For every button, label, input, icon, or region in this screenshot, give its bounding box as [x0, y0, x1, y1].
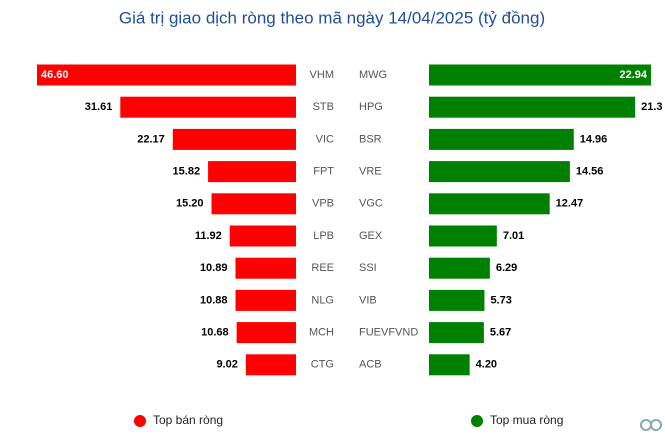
category-label: GEX: [359, 230, 383, 242]
category-label: STB: [313, 101, 334, 113]
value-label: 21.3: [641, 101, 662, 113]
bar: [211, 193, 296, 215]
bar: [429, 128, 574, 150]
bar: [245, 354, 296, 376]
legend-marker: [134, 415, 146, 427]
category-label: FPT: [313, 166, 334, 178]
value-label: 12.47: [556, 198, 584, 210]
bar: [235, 257, 296, 279]
bar: [229, 225, 296, 247]
category-label: VGC: [359, 198, 383, 210]
value-label: 15.82: [173, 166, 201, 178]
bar: [429, 96, 636, 118]
legend-label: Top mua ròng: [490, 413, 563, 427]
bar: [429, 64, 651, 86]
category-label: VPB: [312, 198, 334, 210]
category-label: SSI: [359, 262, 377, 274]
bar: [429, 289, 485, 311]
bar: [235, 289, 296, 311]
category-label: ACB: [359, 359, 382, 371]
value-label: 22.94: [619, 69, 647, 81]
bar: [236, 322, 296, 344]
value-label: 10.89: [200, 262, 228, 274]
category-label: CTG: [311, 359, 334, 371]
value-label: 4.20: [476, 359, 497, 371]
value-label: 10.88: [200, 294, 228, 306]
value-label: 5.73: [490, 294, 511, 306]
legend-marker: [471, 415, 483, 427]
category-label: VHM: [310, 69, 334, 81]
category-label: REE: [311, 262, 334, 274]
bar: [429, 225, 497, 247]
value-label: 9.02: [216, 359, 237, 371]
value-label: 46.60: [41, 69, 69, 81]
value-label: 31.61: [85, 101, 113, 113]
category-label: LPB: [313, 230, 334, 242]
value-label: 5.67: [490, 327, 511, 339]
category-label: HPG: [359, 101, 383, 113]
value-label: 22.17: [137, 133, 165, 145]
category-label: MCH: [309, 327, 334, 339]
chart-title: Giá trị giao dịch ròng theo mã ngày 14/0…: [119, 8, 545, 27]
bar: [429, 193, 550, 215]
bar: [172, 128, 296, 150]
bar: [208, 161, 296, 183]
value-label: 11.92: [195, 230, 222, 242]
value-label: 14.56: [576, 166, 604, 178]
category-label: VRE: [359, 166, 382, 178]
category-label: VIB: [359, 294, 377, 306]
category-label: FUEVFVND: [359, 327, 418, 339]
legend-label: Top bán ròng: [153, 413, 223, 427]
category-label: MWG: [359, 69, 387, 81]
bar: [429, 161, 570, 183]
value-label: 14.96: [580, 133, 608, 145]
category-label: NLG: [311, 294, 334, 306]
category-label: VIC: [316, 133, 334, 145]
bar: [429, 354, 470, 376]
value-label: 6.29: [496, 262, 517, 274]
category-label: BSR: [359, 133, 382, 145]
bar: [429, 257, 490, 279]
bar: [37, 64, 296, 86]
value-label: 10.68: [201, 327, 229, 339]
bar: [429, 322, 484, 344]
value-label: 15.20: [176, 198, 204, 210]
logo: [640, 419, 662, 431]
value-label: 7.01: [503, 230, 524, 242]
bar: [120, 96, 296, 118]
